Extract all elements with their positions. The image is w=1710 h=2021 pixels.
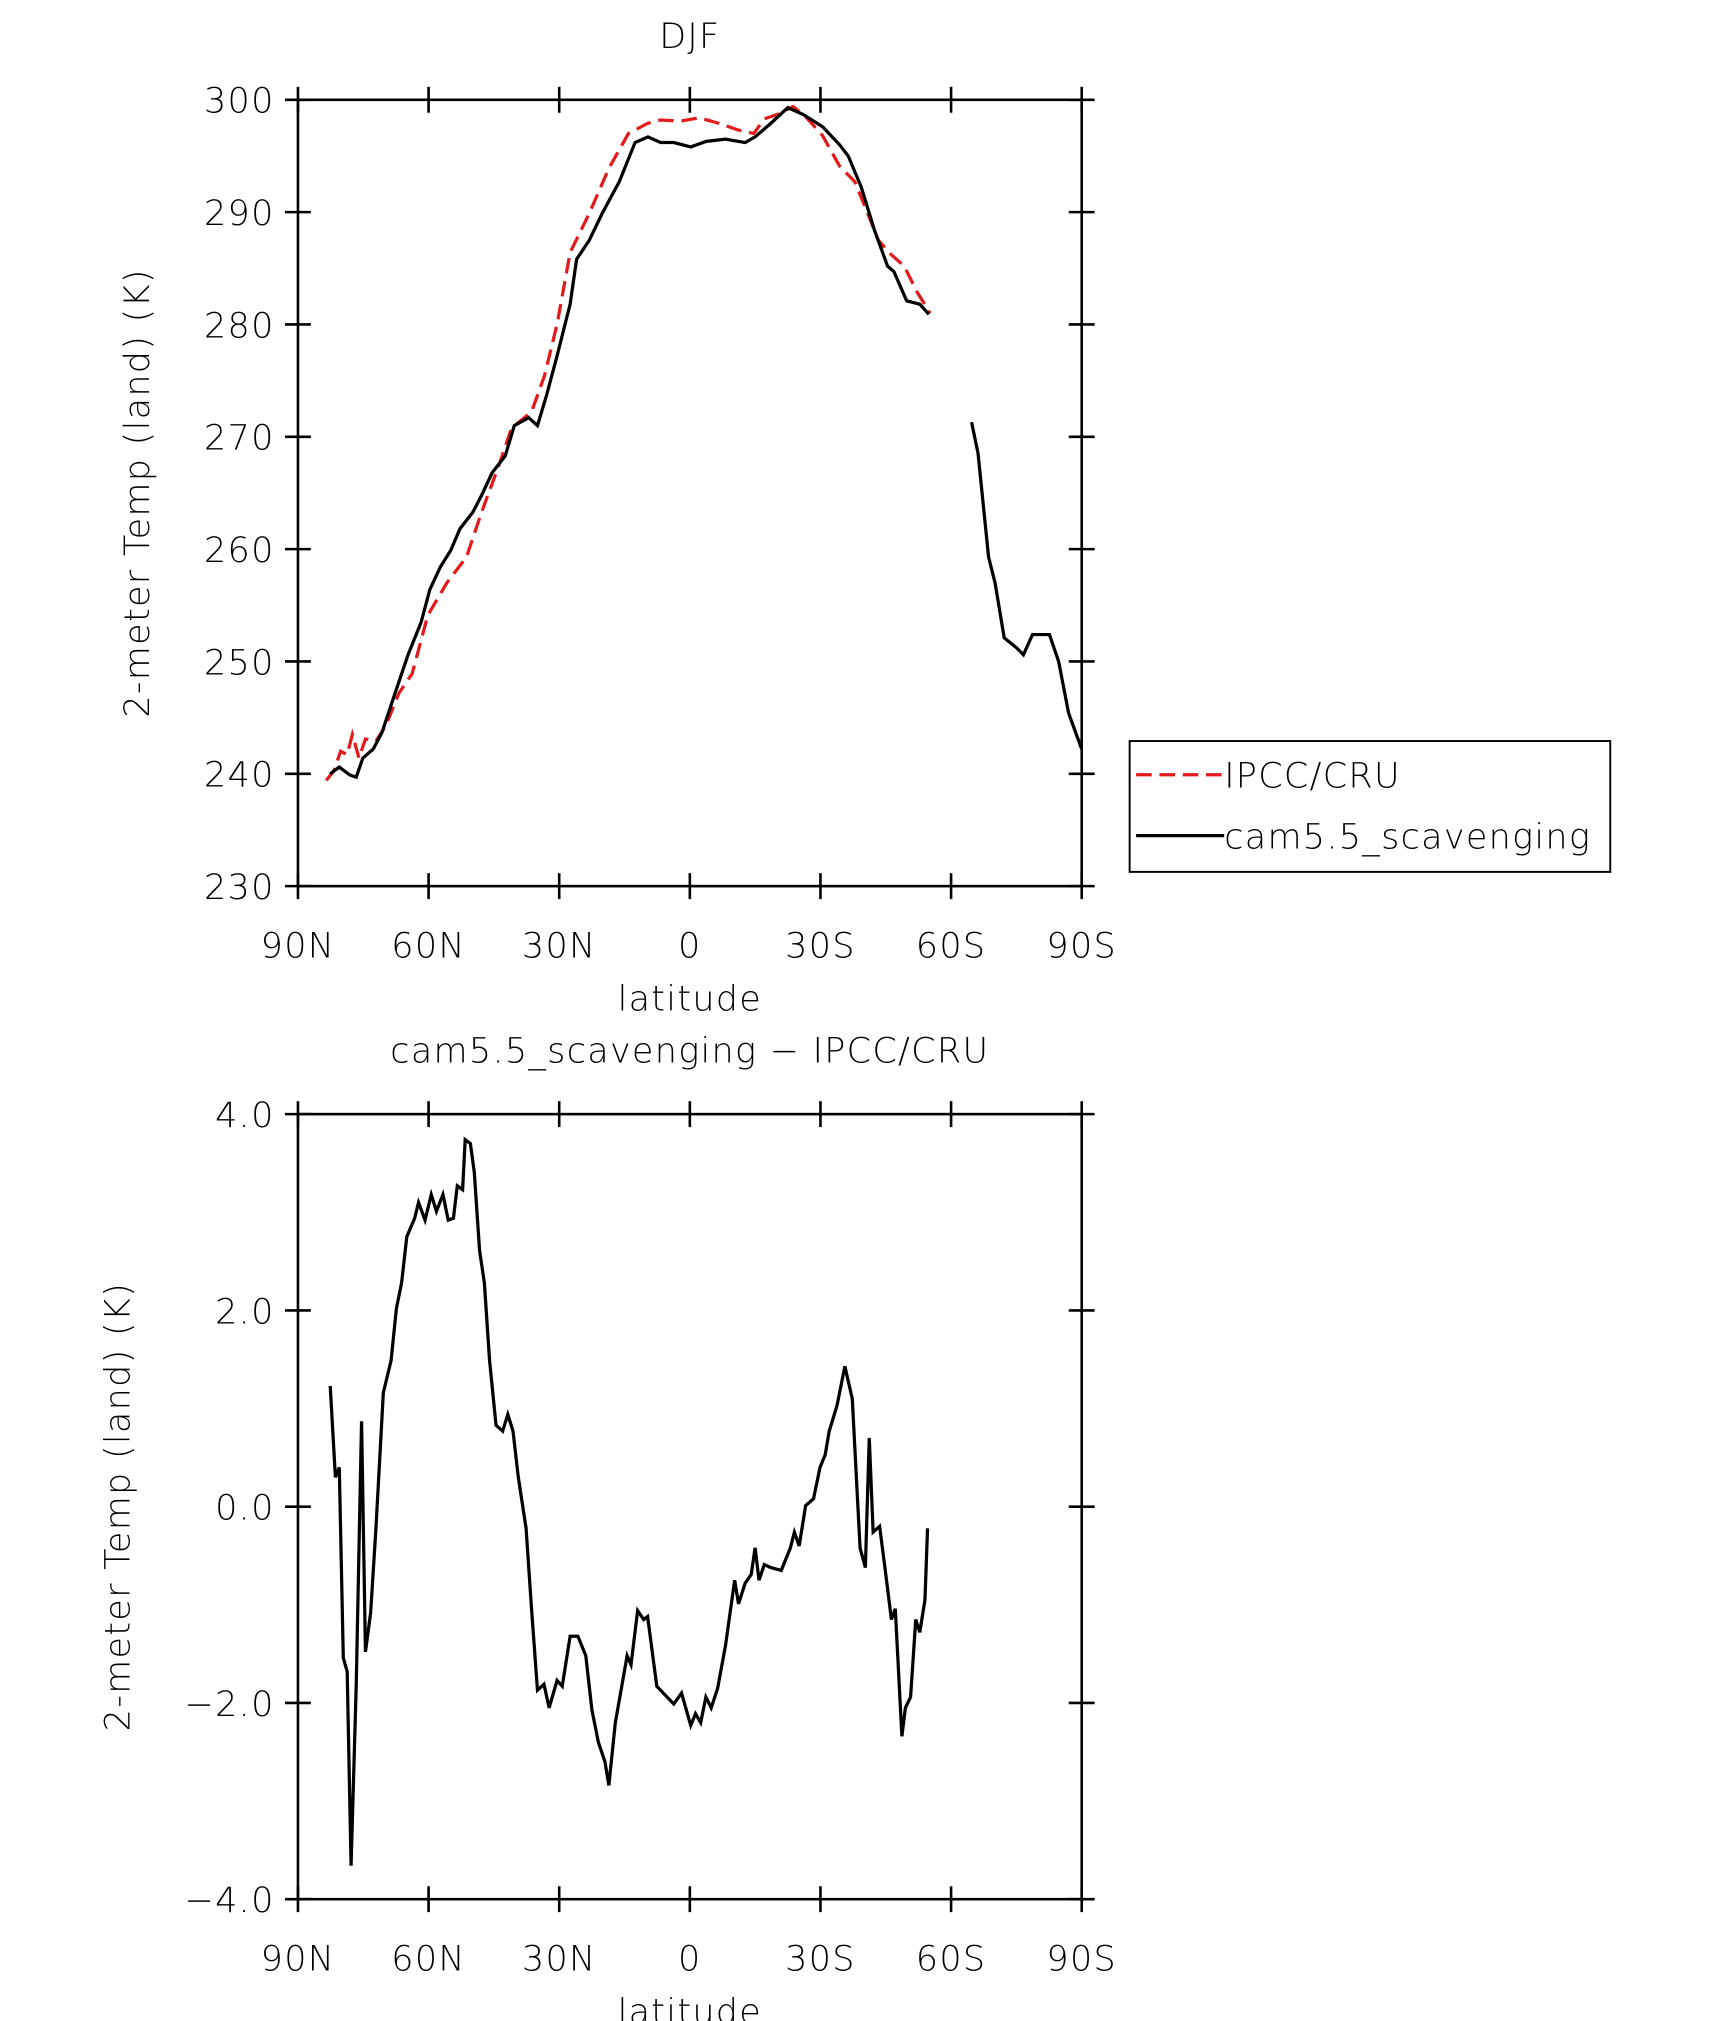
y-tick-label: 230 bbox=[204, 868, 275, 908]
y-tick-label: 250 bbox=[204, 643, 275, 683]
y-tick-label: 4.0 bbox=[215, 1096, 274, 1136]
x-axis-label: latitude bbox=[618, 1993, 763, 2021]
x-tick-label: 30S bbox=[785, 1939, 856, 1979]
x-axis-label: latitude bbox=[618, 980, 763, 1020]
x-tick-label: 60N bbox=[391, 926, 466, 966]
x-tick-label: 60S bbox=[916, 1939, 987, 1979]
y-tick-label: 0.0 bbox=[215, 1489, 274, 1529]
x-tick-label: 90S bbox=[1046, 1939, 1117, 1979]
plot-frame bbox=[296, 98, 1083, 888]
legend-box bbox=[1128, 740, 1612, 873]
y-tick-label: 280 bbox=[204, 306, 275, 346]
x-tick-label: 0 bbox=[678, 926, 702, 966]
y-tick-label: 2.0 bbox=[215, 1292, 274, 1332]
x-tick-label: 0 bbox=[678, 1939, 702, 1979]
chart-title: DJF bbox=[659, 17, 720, 57]
data-line bbox=[329, 105, 1084, 780]
chart-title: cam5.5_scavenging − IPCC/CRU bbox=[390, 1031, 989, 1071]
x-tick-label: 30N bbox=[522, 1939, 597, 1979]
x-tick-label: 90N bbox=[261, 926, 336, 966]
y-axis-label: 2-meter Temp (land) (K) bbox=[118, 268, 158, 717]
y-tick-label: 260 bbox=[204, 531, 275, 571]
x-tick-label: 90S bbox=[1046, 926, 1117, 966]
y-tick-label: 300 bbox=[204, 82, 275, 122]
legend-label: cam5.5_scavenging bbox=[1224, 818, 1591, 858]
y-tick-label: −4.0 bbox=[185, 1881, 275, 1921]
data-line bbox=[324, 104, 932, 782]
y-tick-label: 290 bbox=[204, 194, 275, 234]
x-tick-label: 90N bbox=[261, 1939, 336, 1979]
x-tick-label: 60S bbox=[916, 926, 987, 966]
x-tick-label: 30N bbox=[522, 926, 597, 966]
y-tick-label: 270 bbox=[204, 419, 275, 459]
y-axis-label: 2-meter Temp (land) (K) bbox=[99, 1282, 139, 1731]
plot-frame bbox=[296, 1112, 1083, 1901]
data-line bbox=[328, 1136, 930, 1866]
x-tick-label: 30S bbox=[785, 926, 856, 966]
y-tick-label: 240 bbox=[204, 756, 275, 796]
legend-label: IPCC/CRU bbox=[1224, 757, 1401, 797]
x-tick-label: 60N bbox=[391, 1939, 466, 1979]
y-tick-label: −2.0 bbox=[185, 1685, 275, 1725]
